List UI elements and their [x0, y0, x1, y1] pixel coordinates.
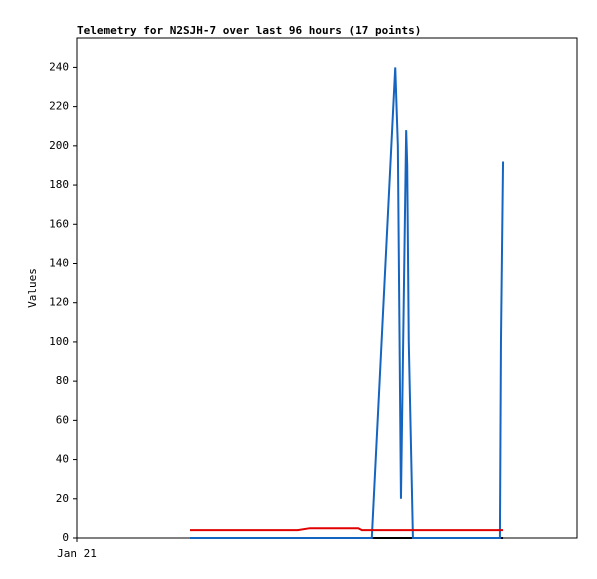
y-tick-label: 180 — [49, 178, 69, 191]
y-tick-label: 200 — [49, 139, 69, 152]
chart-title: Telemetry for N2SJH-7 over last 96 hours… — [77, 24, 421, 37]
y-tick-label: 20 — [56, 492, 69, 505]
y-tick-label: 160 — [49, 217, 69, 230]
y-tick-label: 140 — [49, 256, 69, 269]
y-tick-label: 0 — [62, 531, 69, 544]
y-tick-label: 120 — [49, 296, 69, 309]
x-tick-label: Jan 21 — [57, 547, 97, 560]
y-tick-label: 100 — [49, 335, 69, 348]
y-axis-label: Values — [26, 268, 39, 308]
y-tick-label: 60 — [56, 413, 69, 426]
y-tick-label: 240 — [49, 60, 69, 73]
y-tick-label: 80 — [56, 374, 69, 387]
y-tick-label: 40 — [56, 453, 69, 466]
series-line — [190, 67, 505, 539]
series-line — [190, 527, 504, 532]
y-tick-label: 220 — [49, 100, 69, 113]
